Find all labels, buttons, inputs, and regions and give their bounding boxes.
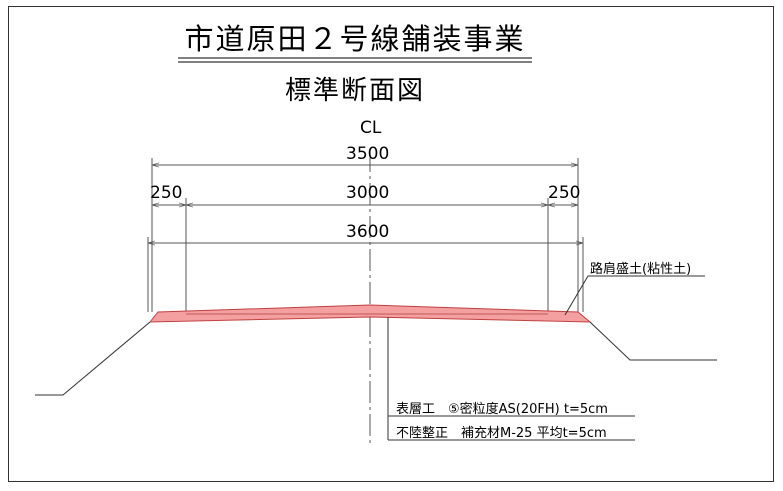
dim-carriageway: 3000 bbox=[346, 183, 390, 203]
left-slope bbox=[35, 321, 151, 396]
shoulder-fill-label: 路肩盛土(粘性土) bbox=[590, 262, 692, 277]
shoulder-fill-leader bbox=[564, 275, 705, 316]
drawing-subtitle: 標準断面図 bbox=[284, 76, 425, 106]
right-slope bbox=[589, 321, 717, 361]
centerline-label: CL bbox=[360, 118, 382, 138]
dim-total-width: 3500 bbox=[346, 144, 390, 164]
pavement-layer bbox=[148, 304, 592, 323]
leveling-label: 不陸整正 補充材M-25 平均t=5cm bbox=[396, 426, 607, 441]
surface-course-label: 表層工 ⑤密粒度AS(20FH) t=5cm bbox=[396, 402, 608, 417]
drawing-title: 市道原田２号線舗装事業 bbox=[184, 22, 526, 56]
dim-left-shoulder: 250 bbox=[150, 183, 183, 203]
dim-pavement-width: 3600 bbox=[346, 222, 390, 242]
dim-right-shoulder: 250 bbox=[548, 183, 581, 203]
drawing-frame bbox=[8, 6, 774, 482]
